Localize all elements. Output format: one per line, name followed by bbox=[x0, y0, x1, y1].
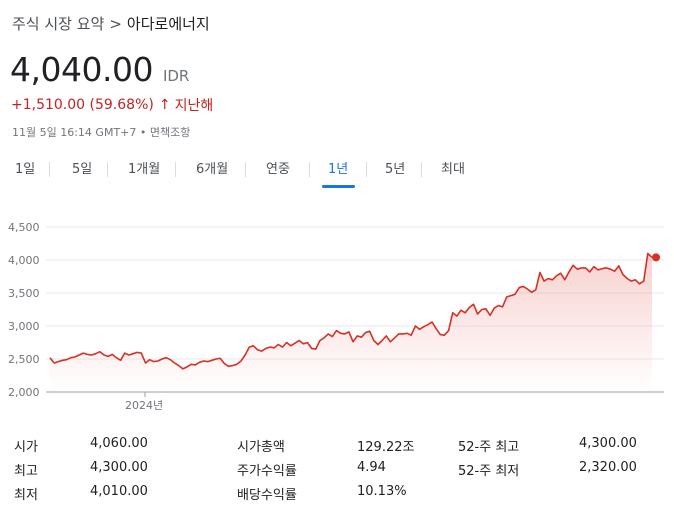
last-price-dot bbox=[652, 253, 660, 262]
stat-open-value: 4,060.00 bbox=[90, 436, 148, 451]
tab-divider bbox=[107, 162, 108, 177]
tab-divider bbox=[366, 162, 367, 177]
stat-52w-high-value: 4,300.00 bbox=[579, 436, 637, 451]
quote-timestamp[interactable]: 11월 5일 16:14 GMT+7 • 면책조항 bbox=[12, 126, 191, 139]
price-row: 4,040.00 IDR bbox=[10, 50, 189, 89]
tab-divider bbox=[421, 162, 422, 177]
stat-mktcap-value: 129.22조 bbox=[357, 440, 415, 455]
change-period: 지난해 bbox=[174, 98, 214, 114]
currency-code: IDR bbox=[162, 67, 190, 85]
active-tab-indicator bbox=[322, 185, 355, 188]
stat-low-label: 최저 bbox=[14, 488, 38, 503]
arrow-up-icon: ↑ bbox=[158, 97, 171, 113]
y-tick-label: 3,500 bbox=[8, 287, 40, 300]
y-tick-label: 4,500 bbox=[8, 221, 40, 234]
breadcrumb: 주식 시장 요약 > 아다로에너지 bbox=[12, 13, 210, 34]
price-area-fill bbox=[50, 253, 652, 392]
stat-52w-low-label: 52-주 최저 bbox=[458, 464, 520, 479]
tab-divider bbox=[245, 162, 246, 177]
tab-divider bbox=[49, 162, 50, 177]
y-tick-label: 3,000 bbox=[8, 320, 40, 333]
tab-max[interactable]: 최대 bbox=[441, 162, 465, 177]
breadcrumb-current: 아다로에너지 bbox=[126, 15, 210, 33]
price-change-value: +1,510.00 (59.68%) bbox=[11, 97, 154, 113]
stat-open-label: 시가 bbox=[14, 440, 38, 455]
stat-pe-value: 4.94 bbox=[357, 460, 386, 475]
y-tick-label: 2,000 bbox=[8, 386, 40, 399]
tab-1y[interactable]: 1년 bbox=[328, 162, 349, 177]
x-tick-label: 2024년 bbox=[125, 399, 163, 412]
stat-high-label: 최고 bbox=[14, 464, 38, 479]
tab-5d[interactable]: 5일 bbox=[72, 162, 93, 177]
tab-1d[interactable]: 1일 bbox=[15, 162, 36, 177]
y-axis-labels: 4,500 4,000 3,500 3,000 2,500 2,000 bbox=[8, 221, 40, 399]
stat-high-value: 4,300.00 bbox=[90, 460, 148, 475]
y-tick-label: 4,000 bbox=[8, 254, 40, 267]
breadcrumb-separator: > bbox=[109, 15, 122, 33]
stat-div-label: 배당수익률 bbox=[237, 488, 297, 503]
range-tabs: 1일 5일 1개월 6개월 연중 1년 5년 최대 bbox=[0, 158, 674, 188]
tab-1m[interactable]: 1개월 bbox=[128, 162, 161, 177]
tab-ytd[interactable]: 연중 bbox=[266, 162, 290, 177]
stat-div-value: 10.13% bbox=[357, 484, 407, 499]
y-tick-label: 2,500 bbox=[8, 353, 40, 366]
current-price: 4,040.00 bbox=[10, 50, 153, 89]
stat-52w-low-value: 2,320.00 bbox=[579, 460, 637, 475]
tab-divider bbox=[309, 162, 310, 177]
tab-5y[interactable]: 5년 bbox=[385, 162, 406, 177]
stat-low-value: 4,010.00 bbox=[90, 484, 148, 499]
breadcrumb-parent-link[interactable]: 주식 시장 요약 bbox=[12, 15, 105, 33]
stat-52w-high-label: 52-주 최고 bbox=[458, 440, 520, 455]
stat-pe-label: 주가수익률 bbox=[237, 464, 297, 479]
price-change: +1,510.00 (59.68%) ↑ 지난해 bbox=[11, 95, 213, 115]
tab-divider bbox=[175, 162, 176, 177]
tab-6m[interactable]: 6개월 bbox=[196, 162, 229, 177]
stat-mktcap-label: 시가총액 bbox=[237, 440, 285, 455]
price-line bbox=[49, 252, 653, 370]
price-chart[interactable]: 4,500 4,000 3,500 3,000 2,500 2,000 2024… bbox=[0, 215, 674, 415]
